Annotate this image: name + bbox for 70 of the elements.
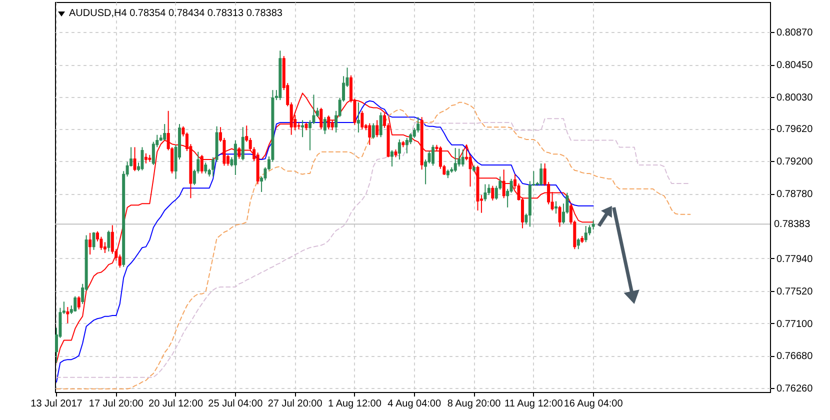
x-tick-label: 4 Aug 04:00 [388,398,442,410]
x-tick-label: 8 Aug 20:00 [447,398,502,410]
candlestick [372,122,375,140]
y-tick-label: 0.76680 [776,351,814,362]
candlestick [558,205,562,228]
x-tick-label: 27 Jul 20:00 [268,398,323,410]
candlestick [491,185,494,201]
text: AUDUSD,H4 0.78354 0.78434 0.78313 0.78383 [69,8,283,19]
candlestick [428,150,431,164]
candlestick [487,184,490,196]
candlestick [360,110,364,130]
candlestick [484,184,487,202]
y-tick-label: 0.79200 [776,156,814,168]
candlestick [576,238,580,250]
candlestick [405,137,408,154]
y-tick-label: 0.80030 [776,92,814,104]
x-tick-label: 16 Aug 04:00 [564,398,624,410]
candlestick [74,296,77,312]
candlestick [540,162,543,186]
candlestick [502,169,506,199]
x-tick-label: 25 Jul 04:00 [208,398,264,410]
candlestick [234,140,237,176]
candlestick [140,146,144,171]
candlestick [368,122,372,146]
y-tick-label: 0.78780 [776,189,814,200]
candlestick [92,232,96,250]
x-tick-label: 13 Jul 2017 [30,398,83,410]
y-tick-label: 0.79620 [776,124,814,136]
candlestick [398,138,401,160]
candlestick [103,242,106,254]
candlestick [584,225,588,243]
candlestick [241,126,244,161]
y-tick-label: 0.80450 [776,60,814,72]
candlestick [66,306,70,324]
candlestick [468,155,472,188]
candlestick [323,116,326,135]
y-tick-label: 0.80870 [776,28,814,39]
y-tick-label: 0.77940 [776,254,814,265]
y-tick-label: 0.76260 [776,384,814,395]
candlestick [238,146,241,160]
candlestick [379,112,382,138]
candlestick [461,149,464,167]
candlestick [320,107,323,130]
ref-line-label: 0.78383 [774,219,811,230]
candlestick [356,102,360,134]
candlestick [390,150,394,167]
x-tick-label: 20 Jul 12:00 [148,398,204,410]
candlestick [163,124,166,141]
candlestick [118,254,122,268]
candlestick [432,144,434,166]
candlestick [107,230,110,252]
x-tick-label: 11 Aug 12:00 [504,398,564,410]
candlestick [88,232,92,256]
candlestick [301,120,304,138]
candlestick [144,152,148,164]
y-tick-label: 0.77520 [776,286,814,298]
y-tick-label: 0.77100 [776,318,814,330]
candlestick [327,115,330,130]
candlestick [376,120,379,138]
x-tick-label: 17 Jul 20:00 [88,398,144,410]
candlestick [77,296,80,310]
candlestick [454,147,457,172]
candlestick [204,162,208,174]
candlestick [330,120,334,131]
candlestick [554,200,558,214]
x-tick-label: 1 Aug 12:00 [328,398,382,410]
candlestick [133,146,136,172]
candlestick [200,154,204,174]
candlestick [510,178,513,194]
candlestick [592,220,595,230]
